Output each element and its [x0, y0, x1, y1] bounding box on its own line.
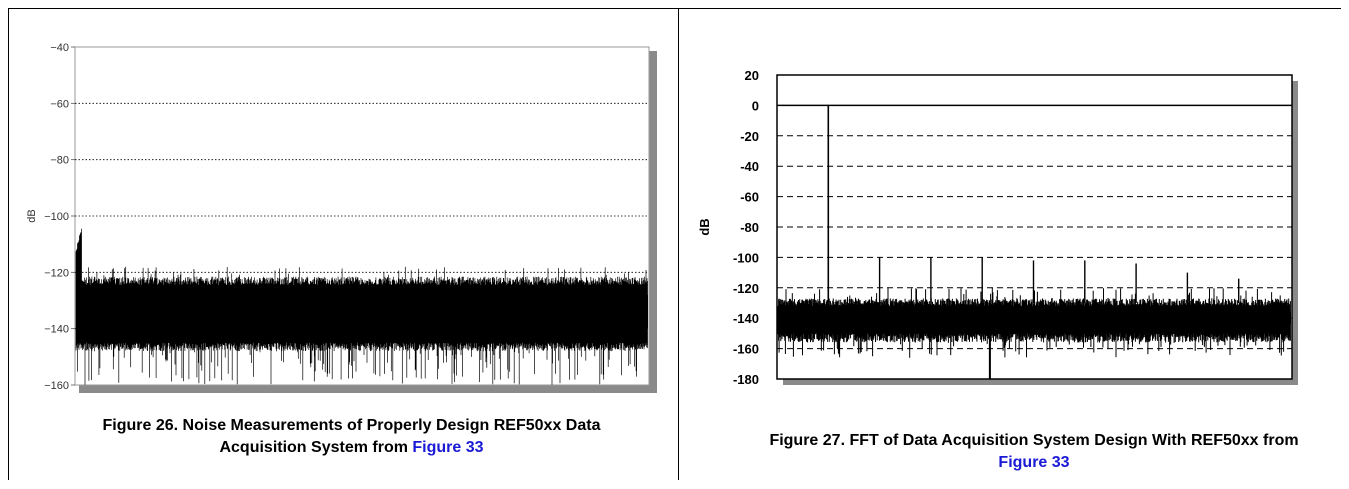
right-figure-panel: 20 0 -20 -40 -60 -80 -100 -120 -140 -160 -180 dB Fi…	[679, 9, 1341, 480]
figure-33-link-2[interactable]: Figure 33	[998, 454, 1070, 471]
fft-chart: 20 0 -20 -40 -60 -80 -100 -120 -140 -160 -180 dB	[697, 68, 1298, 387]
frame-left-rule	[8, 8, 9, 480]
figure-33-link[interactable]: Figure 33	[412, 439, 484, 456]
figure-26-caption: Figure 26. Noise Measurements of Properl…	[79, 415, 624, 459]
y-tick-label-2: -140	[733, 311, 759, 326]
y-tick-label-2: -180	[733, 372, 759, 387]
y-tick-label-2: 0	[752, 98, 759, 113]
figure-27-caption-text: Figure 27. FFT of Data Acquisition Syste…	[769, 432, 1299, 449]
figure-27-caption: Figure 27. FFT of Data Acquisition Syste…	[749, 430, 1319, 474]
y-tick-label: −140	[44, 324, 69, 336]
noise-chart: −40 −60 −80 −100 −120 −140 −160 dB	[26, 42, 657, 393]
y-tick-label: −160	[44, 380, 69, 392]
y-tick-label-2: -100	[733, 250, 759, 265]
frame-divider	[678, 8, 679, 480]
figure-26-caption-text: Figure 26. Noise Measurements of Properl…	[102, 417, 601, 456]
y-tick-label: −100	[44, 211, 69, 223]
y-axis-label: dB	[26, 209, 38, 222]
y-tick-label-2: -80	[740, 220, 759, 235]
y-tick-label: −60	[50, 98, 69, 110]
frame-top-rule	[8, 8, 1341, 9]
y-tick-label-2: -160	[733, 342, 759, 357]
y-tick-label-2: -120	[733, 281, 759, 296]
y-tick-label-2: -60	[740, 190, 759, 205]
y-tick-label: −120	[44, 267, 69, 279]
y-tick-label-2: -40	[740, 159, 759, 174]
y-tick-label: −80	[50, 155, 69, 167]
y-tick-label-2: 20	[745, 68, 759, 83]
fft-noise-core	[778, 312, 1291, 325]
noise-core	[76, 294, 648, 329]
y-tick-label-2: -20	[740, 129, 759, 144]
left-figure-panel: −40 −60 −80 −100 −120 −140 −160 dB Figure 26. N…	[9, 9, 678, 480]
y-axis-label-2: dB	[697, 218, 712, 235]
y-tick-label: −40	[50, 42, 69, 54]
